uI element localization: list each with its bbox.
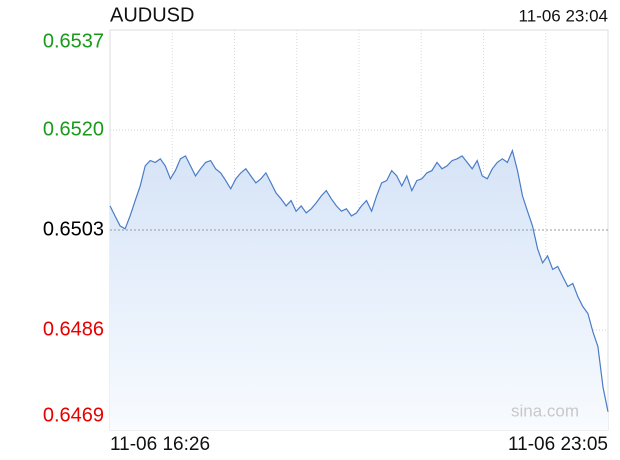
area: [110, 150, 608, 430]
y-tick-label: 0.6537: [43, 30, 104, 52]
x-tick-label: 11-06 16:26: [110, 434, 210, 455]
watermark: sina.com: [511, 401, 579, 420]
y-tick-label: 0.6486: [43, 318, 104, 340]
timestamp: 11-06 23:04: [519, 6, 608, 25]
y-tick-label: 0.6520: [43, 118, 104, 140]
y-tick-label: 0.6469: [43, 404, 104, 426]
chart-title: AUDUSD: [110, 4, 194, 26]
line: [109, 148, 609, 412]
x-tick-label: 11-06 23:05: [508, 434, 608, 455]
y-tick-label: 0.6503: [43, 218, 104, 240]
